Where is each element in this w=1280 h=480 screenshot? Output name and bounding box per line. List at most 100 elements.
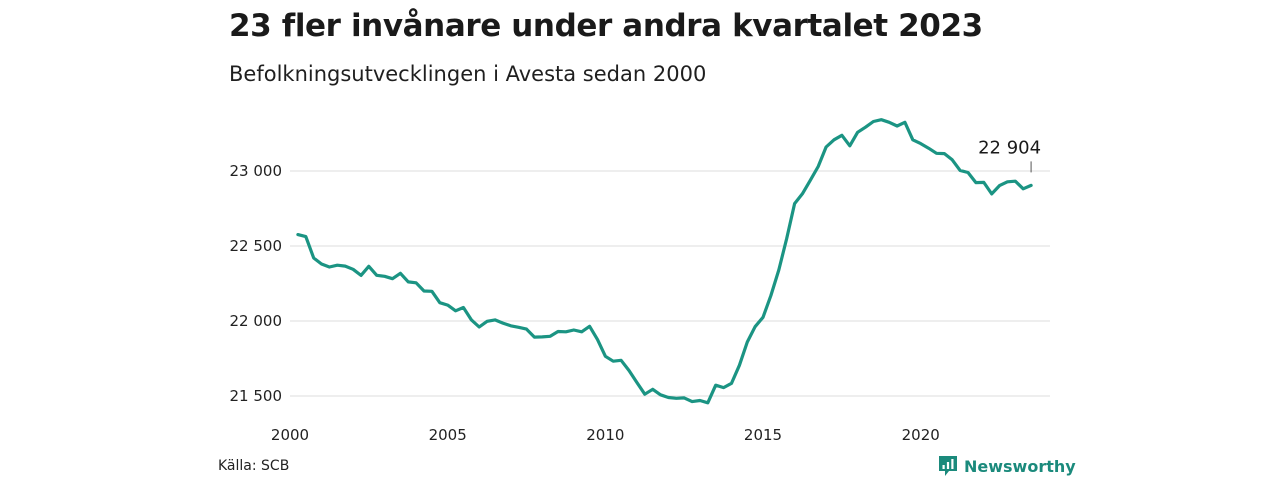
x-tick-label: 2020 <box>902 426 940 444</box>
data-point <box>423 290 425 292</box>
data-point <box>904 121 906 123</box>
data-point <box>486 320 488 322</box>
data-point <box>320 263 322 265</box>
data-point <box>439 302 441 304</box>
data-point <box>549 335 551 337</box>
data-point <box>1030 184 1032 186</box>
brand-name: Newsworthy <box>964 456 1076 476</box>
data-point <box>991 193 993 195</box>
data-point <box>722 386 724 388</box>
brand-logo[interactable]: Newsworthy <box>938 455 1076 477</box>
data-point <box>399 272 401 274</box>
data-point <box>675 397 677 399</box>
data-point <box>510 325 512 327</box>
data-point <box>959 169 961 171</box>
x-axis-ticks: 2000 2005 2010 2015 2020 <box>271 426 940 444</box>
newsworthy-logo-icon <box>939 456 957 476</box>
data-point <box>707 402 709 404</box>
data-point <box>541 336 543 338</box>
data-point <box>935 152 937 154</box>
annotation-layer: 22 904 <box>978 137 1041 173</box>
data-point <box>462 306 464 308</box>
data-point <box>746 341 748 343</box>
data-point <box>478 326 480 328</box>
data-point <box>762 316 764 318</box>
data-point <box>573 329 575 331</box>
data-point <box>659 394 661 396</box>
x-tick-label: 2005 <box>429 426 467 444</box>
gridlines <box>290 170 1050 397</box>
data-point <box>912 139 914 141</box>
data-point <box>352 268 354 270</box>
data-point <box>872 120 874 122</box>
data-point <box>699 399 701 401</box>
data-point <box>644 393 646 395</box>
data-point <box>557 330 559 332</box>
data-point <box>1014 180 1016 182</box>
data-point <box>415 282 417 284</box>
data-point <box>880 119 882 121</box>
data-point <box>1006 181 1008 183</box>
data-point <box>533 336 535 338</box>
data-point <box>730 382 732 384</box>
data-point <box>864 126 866 128</box>
data-point <box>1022 188 1024 190</box>
data-point <box>344 265 346 267</box>
data-point <box>604 355 606 357</box>
data-point <box>431 290 433 292</box>
data-point <box>612 360 614 362</box>
data-point <box>565 331 567 333</box>
data-point <box>596 338 598 340</box>
chart-subtitle: Befolkningsutvecklingen i Avesta sedan 2… <box>229 62 707 86</box>
data-point <box>376 274 378 276</box>
data-point <box>975 181 977 183</box>
data-point <box>620 359 622 361</box>
data-point <box>927 147 929 149</box>
data-point <box>494 319 496 321</box>
data-point <box>683 397 685 399</box>
data-point <box>896 125 898 127</box>
data-point <box>297 233 299 235</box>
data-point <box>715 384 717 386</box>
series-layer <box>296 118 1033 405</box>
data-point <box>888 121 890 123</box>
x-tick-label: 2010 <box>586 426 624 444</box>
data-point <box>517 326 519 328</box>
data-point <box>793 202 795 204</box>
data-point <box>817 165 819 167</box>
data-point <box>754 326 756 328</box>
data-point <box>628 369 630 371</box>
x-tick-label: 2015 <box>744 426 782 444</box>
data-point <box>809 179 811 181</box>
data-point <box>738 364 740 366</box>
data-point <box>778 269 780 271</box>
y-tick-label: 22 000 <box>230 312 283 330</box>
data-point <box>588 325 590 327</box>
data-point <box>983 181 985 183</box>
data-point <box>770 294 772 296</box>
data-point <box>841 134 843 136</box>
data-point <box>920 142 922 144</box>
data-point <box>391 278 393 280</box>
data-point <box>368 265 370 267</box>
data-point <box>998 184 1000 186</box>
x-tick-label: 2000 <box>271 426 309 444</box>
data-point <box>636 381 638 383</box>
data-point <box>336 264 338 266</box>
chart-title: 23 fler invånare under andra kvartalet 2… <box>229 8 983 44</box>
data-point <box>328 266 330 268</box>
data-point <box>360 274 362 276</box>
data-point <box>786 237 788 239</box>
y-tick-label: 22 500 <box>230 237 283 255</box>
data-point <box>849 145 851 147</box>
data-point <box>667 396 669 398</box>
data-point <box>470 319 472 321</box>
data-point <box>825 146 827 148</box>
data-point <box>856 131 858 133</box>
source-note: Källa: SCB <box>218 458 290 474</box>
data-point <box>691 400 693 402</box>
y-tick-label: 23 000 <box>230 162 283 180</box>
series-line <box>296 118 1033 405</box>
data-point <box>454 310 456 312</box>
